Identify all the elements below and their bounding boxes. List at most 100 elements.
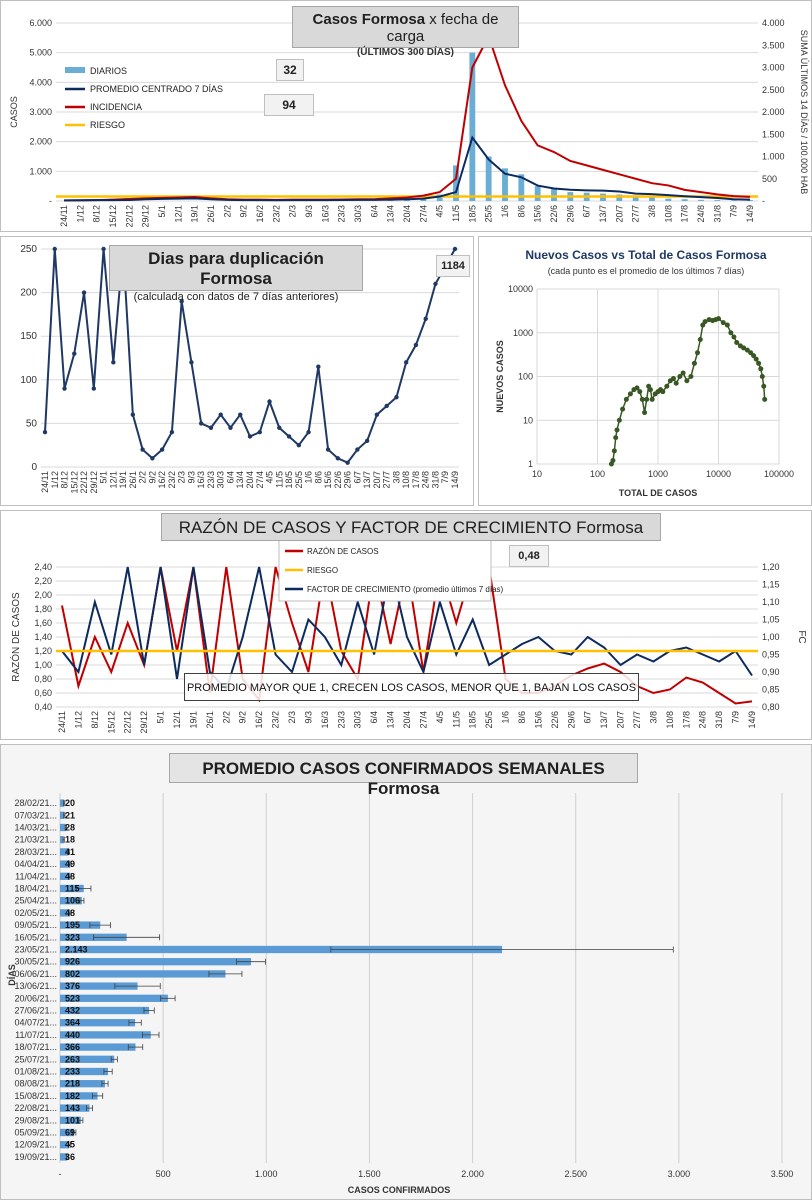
x-tick-label: 8/12 [92, 205, 102, 223]
duplicacion-point [208, 425, 214, 430]
nuevos-point [649, 396, 655, 402]
x-tick-label: 5/1 [156, 711, 166, 724]
x-tick-label: 9/3 [304, 205, 314, 218]
chart-casos-title-suffix: x fecha de carga [386, 11, 499, 45]
duplicacion-point [286, 434, 292, 439]
nuevos-point [695, 350, 701, 356]
weekly-bar [60, 1128, 75, 1137]
duplicacion-point [42, 429, 48, 435]
legend-label: DIARIOS [90, 66, 127, 76]
nuevos-point [670, 376, 676, 382]
nuevos-point [613, 435, 619, 441]
y-tick-label: 1.000 [29, 166, 52, 176]
diarios-bar [485, 156, 492, 201]
weekly-bar [60, 945, 503, 954]
y-tick-label: 19/09/21... [14, 1152, 57, 1162]
y-axis-label: CASOS [9, 96, 19, 128]
y-tick-label: 05/09/21... [14, 1128, 57, 1138]
y-tick-label: 2.000 [29, 137, 52, 147]
x-tick-label: 10 [532, 469, 542, 479]
nuevos-point [697, 337, 703, 343]
data-label: 432 [65, 1006, 80, 1016]
nuevos-point [684, 378, 690, 384]
y2-tick-label: 1.000 [762, 152, 785, 162]
x-tick-label: 19/1 [190, 205, 200, 223]
data-label: 106 [65, 896, 80, 906]
x-tick-label: 31/8 [714, 711, 724, 729]
duplicacion-point [179, 299, 184, 304]
x-tick-label: 29/12 [141, 205, 151, 228]
weekly-bar [60, 909, 70, 917]
y-tick-label: 21/03/21... [14, 835, 57, 845]
chart-nuevos-panel: Nuevos Casos vs Total de Casos Formosa (c… [478, 236, 812, 506]
chart-casos-title-box: Casos Formosa x fecha de carga (ÚLTIMOS … [292, 6, 519, 58]
y-tick-label: 1,40 [34, 632, 52, 642]
data-label: 21 [65, 810, 75, 820]
weekly-bar [60, 982, 138, 990]
nuevos-point [642, 410, 648, 416]
legend-label: INCIDENCIA [90, 102, 142, 112]
duplicacion-point [91, 386, 97, 391]
x-tick-label: 20/7 [616, 711, 626, 729]
x-tick-label: 13/7 [598, 205, 608, 223]
duplicacion-point [130, 412, 136, 417]
y2-axis-label: SUMA ÚLTIMOS 14 DÍAS / 100.000 HAB [799, 30, 809, 194]
chart-casos-value-box-2: 94 [264, 94, 314, 116]
x-tick-label: 16/2 [157, 471, 167, 489]
weekly-bar [60, 1043, 136, 1051]
weekly-bar [60, 1092, 98, 1100]
weekly-bar [60, 1019, 136, 1027]
x-tick-label: 30/3 [353, 711, 363, 729]
nuevos-point [691, 360, 697, 366]
duplicacion-point [296, 443, 302, 448]
y2-tick-label: 4.000 [762, 18, 785, 28]
x-tick-label: 30/3 [216, 471, 226, 489]
y-tick-label: 0 [31, 462, 37, 473]
x-tick-label: 7/9 [731, 711, 741, 724]
y-tick-label: 28/03/21... [14, 847, 57, 857]
diarios-bar [420, 198, 427, 201]
x-tick-label: 22/12 [79, 471, 89, 494]
duplicacion-point [257, 429, 262, 435]
x-tick-label: 15/12 [69, 471, 79, 494]
data-label: 48 [65, 871, 75, 881]
weekly-bar [60, 799, 65, 807]
chart-duplicacion-subtitle: (calculada con datos de 7 días anteriore… [133, 291, 339, 303]
x-tick-label: 25/5 [484, 711, 494, 729]
x-tick-label: 1/6 [501, 711, 511, 724]
x-tick-label: 10/8 [665, 711, 675, 729]
duplicacion-point [394, 395, 399, 400]
chart-semanal: - 500 1.000 1.500 2.000 2.500 3.000 3.500 CASOS … [7, 793, 793, 1195]
weekly-bar [60, 897, 82, 905]
chart-razon-title: RAZÓN DE CASOS Y FACTOR DE CRECIMIENTO F… [178, 518, 644, 537]
data-label: 926 [65, 957, 80, 967]
duplicacion-point [384, 403, 389, 409]
weekly-bar [60, 1031, 151, 1039]
x-tick-label: 6/7 [582, 205, 592, 218]
data-label: 218 [65, 1079, 80, 1089]
x-tick-label: 1.000 [255, 1169, 278, 1179]
legend-label: FACTOR DE CRECIMIENTO (promedio últimos … [307, 585, 504, 594]
x-tick-label: 29/12 [89, 471, 99, 494]
diarios-bar [681, 199, 688, 201]
data-label: 45 [65, 1140, 75, 1150]
x-tick-label: 500 [156, 1169, 171, 1179]
x-tick-label: 14/9 [745, 205, 755, 223]
chart-nuevos-title: Nuevos Casos vs Total de Casos Formosa [525, 248, 767, 262]
y2-tick-label: 1,00 [762, 632, 780, 642]
x-tick-label: 5/1 [99, 471, 109, 484]
y-tick-label: 25/04/21... [14, 896, 57, 906]
x-tick-label: 13/4 [235, 471, 245, 489]
weekly-bar [60, 1116, 81, 1124]
x-tick-label: 3/8 [647, 205, 657, 218]
y-tick-label: 02/05/21... [14, 908, 57, 918]
x-tick-label: 7/9 [440, 471, 450, 484]
x-tick-label: 23/3 [337, 205, 347, 223]
duplicacion-point [72, 351, 77, 356]
nuevos-point [627, 391, 633, 397]
duplicacion-point [81, 290, 87, 295]
diarios-bar [534, 186, 541, 201]
duplicacion-point [159, 447, 165, 452]
y2-tick-label: 1,15 [762, 580, 780, 590]
duplicacion-point [423, 316, 428, 321]
